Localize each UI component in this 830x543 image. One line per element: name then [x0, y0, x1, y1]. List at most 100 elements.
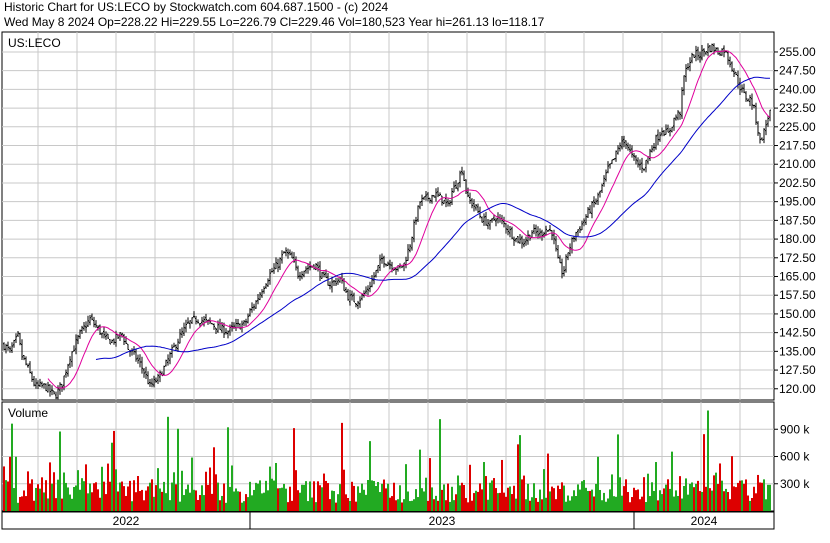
volume-bar: [155, 485, 157, 511]
volume-bar: [323, 473, 325, 511]
volume-bar: [533, 483, 535, 511]
price-axis-label: 127.50: [779, 363, 816, 377]
volume-bar: [399, 485, 401, 511]
volume-bar: [127, 486, 129, 511]
volume-bar: [543, 469, 545, 511]
volume-bar: [419, 449, 421, 511]
volume-bar: [41, 477, 43, 511]
volume-bar: [575, 495, 577, 511]
volume-bar: [359, 492, 361, 511]
volume-bar: [265, 480, 267, 511]
volume-bar: [751, 498, 753, 511]
volume-bar: [113, 430, 115, 511]
volume-bar: [465, 498, 467, 511]
volume-bar: [301, 484, 303, 511]
volume-bar: [423, 491, 425, 511]
volume-bar: [741, 480, 743, 511]
price-axis-label: 157.50: [779, 288, 816, 302]
volume-bar: [21, 496, 23, 511]
volume-bar: [727, 492, 729, 511]
volume-bar: [281, 487, 283, 511]
volume-bar: [531, 497, 533, 511]
volume-bar: [523, 475, 525, 511]
volume-bar: [565, 501, 567, 511]
price-axis-label: 142.50: [779, 326, 816, 340]
volume-bar: [343, 469, 345, 511]
volume-bar: [35, 487, 37, 511]
volume-bar: [317, 481, 319, 511]
volume-bar: [125, 495, 127, 511]
volume-bar: [539, 489, 541, 511]
volume-bar: [573, 490, 575, 511]
volume-bars: [3, 410, 771, 511]
price-panel-frame: [1, 31, 775, 401]
volume-bar: [247, 497, 249, 511]
volume-bar: [279, 488, 281, 511]
price-axis-label: 225.00: [779, 120, 816, 134]
volume-bar: [593, 496, 595, 511]
volume-bar: [457, 475, 459, 511]
volume-bar: [731, 456, 733, 511]
volume-bar: [619, 477, 621, 511]
volume-bar: [701, 491, 703, 511]
volume-bar: [15, 456, 17, 511]
volume-bar: [435, 495, 437, 511]
volume-bar: [403, 499, 405, 511]
volume-bar: [527, 483, 529, 511]
volume-bar: [327, 483, 329, 511]
volume-bar: [415, 489, 417, 511]
volume-bar: [673, 496, 675, 511]
volume-bar: [449, 501, 451, 511]
volume-bar: [767, 484, 769, 511]
volume-bar: [691, 482, 693, 511]
volume-bar: [149, 482, 151, 511]
volume-bar: [383, 479, 385, 511]
volume-bar: [225, 502, 227, 511]
volume-bar: [237, 491, 239, 511]
volume-bar: [651, 482, 653, 511]
volume-bar: [669, 488, 671, 511]
volume-bar: [325, 480, 327, 511]
volume-bar: [711, 490, 713, 511]
volume-bar: [547, 453, 549, 511]
volume-bar: [395, 500, 397, 511]
volume-bar: [311, 497, 313, 511]
volume-bar: [587, 490, 589, 511]
volume-bar: [747, 495, 749, 511]
volume-bar: [255, 482, 257, 511]
volume-bar: [725, 488, 727, 511]
volume-bar: [341, 422, 343, 511]
volume-bar: [515, 498, 517, 511]
price-axis-label: 255.00: [779, 45, 816, 59]
volume-bar: [167, 416, 169, 511]
volume-bar: [719, 463, 721, 511]
volume-bar: [219, 500, 221, 511]
volume-bar: [151, 479, 153, 511]
volume-bar: [75, 485, 77, 511]
volume-bar: [245, 494, 247, 511]
volume-bar: [185, 489, 187, 511]
volume-bar: [187, 484, 189, 511]
volume-bar: [707, 410, 709, 511]
volume-bar: [553, 488, 555, 511]
volume-bar: [181, 470, 183, 511]
volume-bar: [335, 502, 337, 511]
volume-bar: [455, 494, 457, 511]
volume-bar: [605, 501, 607, 511]
volume-bar: [53, 472, 55, 511]
volume-bar: [349, 501, 351, 511]
volume-bar: [157, 468, 159, 511]
volume-bar: [307, 501, 309, 511]
volume-bar: [289, 486, 291, 511]
volume-bar: [717, 483, 719, 511]
volume-bar: [629, 502, 631, 511]
volume-bar: [499, 492, 501, 511]
volume-bar: [757, 474, 759, 511]
volume-bar: [601, 500, 603, 511]
volume-bar: [173, 472, 175, 511]
volume-bar: [623, 486, 625, 511]
volume-bar: [29, 483, 31, 511]
volume-bar: [169, 500, 171, 511]
volume-bar: [283, 483, 285, 511]
volume-bar: [45, 480, 47, 511]
